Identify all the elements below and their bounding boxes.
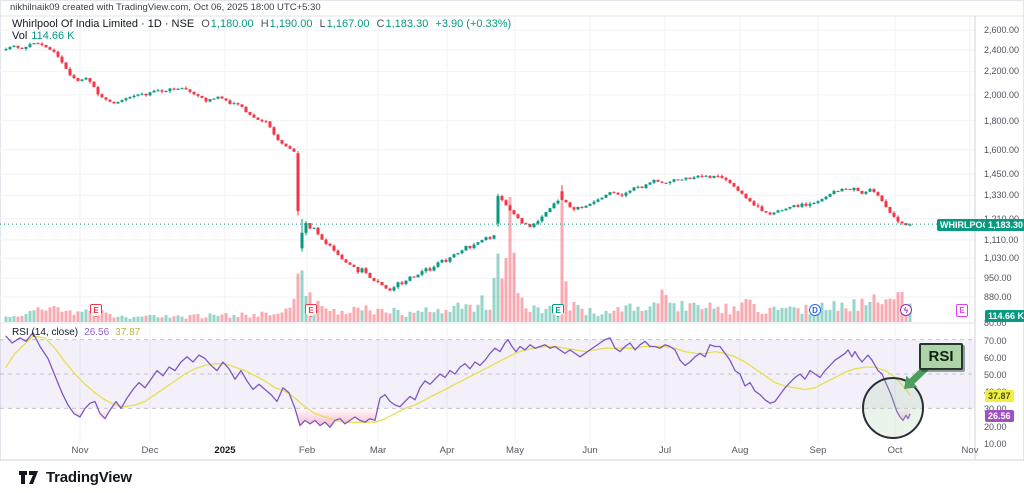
- rsi-axis-label: 70.00: [984, 335, 1007, 346]
- open-label: O: [201, 18, 210, 30]
- rsi-value-badge: 26.56: [985, 410, 1014, 422]
- open-value: 1,180.00: [210, 18, 254, 30]
- time-axis-label: Dec: [141, 445, 159, 456]
- price-axis-label: 2,400.00: [984, 44, 1020, 55]
- rsi-annotation-label[interactable]: RSI: [919, 343, 963, 370]
- price-axis-label: 880.00: [984, 291, 1012, 302]
- price-axis-label: 1,110.00: [984, 234, 1019, 245]
- price-axis-label: 2,000.00: [984, 89, 1020, 100]
- high-value: 1,190.00: [269, 18, 313, 30]
- price-axis-label: 1,030.00: [984, 253, 1020, 264]
- symbol-title[interactable]: Whirlpool Of India Limited · 1D · NSE: [12, 18, 195, 30]
- rsi-ma-badge: 37.87: [985, 390, 1014, 402]
- dividend-icon[interactable]: D: [809, 304, 821, 316]
- rsi-axis-label: 30.00: [984, 404, 1007, 414]
- high-label: H: [260, 18, 269, 30]
- price-axis-label: 1,600.00: [984, 144, 1020, 155]
- earnings-icon[interactable]: E: [552, 304, 564, 317]
- rsi-indicator-legend[interactable]: RSI (14, close) 26.56 37.87: [12, 327, 140, 338]
- time-axis-label: Nov: [71, 445, 89, 456]
- rsi-ma-value: 37.87: [115, 327, 141, 338]
- time-axis-label: Jul: [658, 445, 672, 456]
- annotation-circle[interactable]: [862, 377, 924, 439]
- rsi-value: 26.56: [84, 327, 110, 338]
- close-value: 1,183.30: [385, 18, 429, 30]
- price-axis-label: 950.00: [984, 273, 1012, 284]
- rsi-title: RSI (14, close): [12, 327, 79, 338]
- change-value: +3.90 (+0.33%): [435, 18, 512, 30]
- time-axis-label: May: [506, 445, 524, 456]
- bottom-toolbar: TradingView: [0, 461, 1024, 493]
- volume-value: 114.66 K: [31, 30, 75, 42]
- time-axis-label: 2025: [214, 445, 236, 456]
- price-axis-label: 2,600.00: [984, 25, 1020, 36]
- rsi-axis-label: 80.00: [984, 318, 1007, 329]
- time-axis-label: Oct: [887, 445, 903, 456]
- time-axis-label: Sep: [809, 445, 827, 456]
- time-axis-label: Feb: [298, 445, 316, 456]
- earnings-icon[interactable]: E: [90, 304, 102, 317]
- price-axis-label: 2,200.00: [984, 66, 1020, 77]
- volume-label: Vol: [12, 30, 28, 42]
- tradingview-logo-icon[interactable]: [18, 469, 39, 486]
- time-axis-label: Mar: [369, 445, 387, 456]
- time-axis-label: Apr: [439, 445, 455, 456]
- rsi-axis-label: 10.00: [984, 438, 1007, 449]
- time-axis-label: Nov: [961, 445, 979, 456]
- volume-legend: Vol 114.66 K: [12, 30, 75, 42]
- attribution-text: nikhilnaik09 created with TradingView.co…: [10, 2, 321, 13]
- symbol-legend[interactable]: Whirlpool Of India Limited · 1D · NSE O1…: [12, 18, 511, 30]
- tradingview-brand-text[interactable]: TradingView: [46, 468, 132, 486]
- close-label: C: [376, 18, 385, 30]
- earnings-icon[interactable]: E: [305, 304, 317, 317]
- price-axis-label: 1,330.00: [984, 190, 1020, 201]
- symbol-price-label-badge: WHIRLPOOL: [937, 219, 998, 231]
- rsi-axis-label: 60.00: [984, 352, 1007, 363]
- last-price-badge: 1,183.30: [985, 219, 1024, 231]
- price-axis-label: 1,210.00: [984, 214, 1019, 224]
- news-flash-icon[interactable]: ϟ: [900, 304, 912, 316]
- rsi-axis-label: 50.00: [984, 370, 1007, 380]
- time-axis-label: Aug: [731, 445, 749, 456]
- volume-axis-badge: 114.66 K: [985, 310, 1024, 322]
- upcoming-earnings-icon[interactable]: E: [956, 304, 968, 317]
- low-label: L: [319, 18, 326, 30]
- rsi-axis-label: 20.00: [984, 421, 1007, 432]
- price-axis-label: 1,800.00: [984, 115, 1020, 126]
- time-axis-label: Jun: [582, 445, 598, 456]
- price-axis-label: 1,450.00: [984, 169, 1020, 180]
- low-value: 1,167.00: [326, 18, 370, 30]
